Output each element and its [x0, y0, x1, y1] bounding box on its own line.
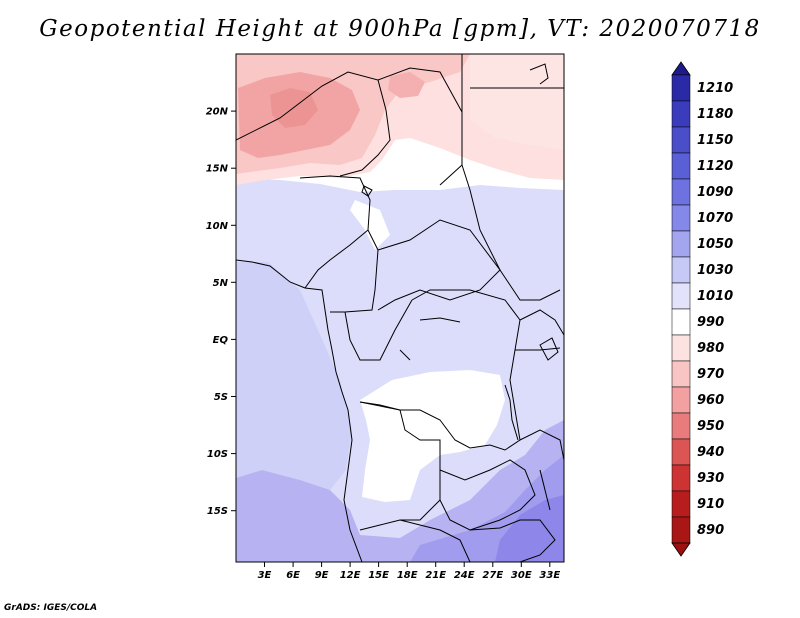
- lon-label-24E: 24E: [454, 570, 475, 581]
- contour-fill-1030-west: [236, 262, 352, 490]
- colorbar-label-890: 890: [697, 523, 724, 538]
- lon-label-30E: 30E: [511, 570, 532, 581]
- border-niger-chad: [377, 67, 463, 186]
- colorbar-label-980: 980: [697, 341, 724, 356]
- colorbar-label-1120: 1120: [697, 159, 733, 174]
- colorbar-seg-12: [671, 386, 691, 414]
- colorbar-seg-5: [671, 204, 691, 232]
- contour-fill-990-central: [360, 370, 505, 502]
- colorbar-label-1180: 1180: [697, 107, 733, 122]
- colorbar-seg-2: [671, 126, 691, 154]
- lat-label-10N: 10N: [206, 221, 229, 232]
- colorbar: 1210 1180 1150 1120 1090 1070 1050 1030 …: [671, 61, 733, 557]
- contour-fill-960-northeast: [388, 72, 425, 98]
- colorbar-label-970: 970: [697, 367, 724, 382]
- lon-axis: 3E 6E 9E 12E 15E 18E 21E 24E 27E 30E 33E: [258, 562, 560, 581]
- lake-victoria: [539, 337, 559, 361]
- colorbar-label-990: 990: [697, 315, 724, 330]
- lon-label-18E: 18E: [397, 570, 418, 581]
- lake-chad: [361, 185, 373, 197]
- nile-coast: [529, 63, 549, 85]
- colorbar-seg-0: [671, 74, 691, 102]
- colorbar-label-1030: 1030: [697, 263, 733, 278]
- lake-malawi: [539, 469, 551, 511]
- colorbar-seg-8: [671, 282, 691, 310]
- colorbar-seg-17: [671, 516, 691, 544]
- map-frame: [235, 53, 565, 563]
- colorbar-label-940: 940: [697, 445, 724, 460]
- border-car: [377, 219, 501, 311]
- colorbar-seg-4: [671, 178, 691, 206]
- border-drc: [359, 289, 521, 451]
- colorbar-seg-3: [671, 152, 691, 180]
- lon-label-21E: 21E: [425, 570, 446, 581]
- lon-label-27E: 27E: [482, 570, 503, 581]
- coastline-west-africa: [236, 259, 363, 562]
- map-panel: [236, 54, 564, 562]
- lat-axis: 20N 15N 10N 5N EQ 5S 10S 15S: [206, 107, 236, 517]
- colorbar-seg-11: [671, 360, 691, 388]
- lat-label-10S: 10S: [207, 449, 228, 460]
- country-borders: [236, 54, 564, 562]
- colorbar-seg-15: [671, 464, 691, 492]
- border-cameroon: [330, 229, 379, 313]
- colorbar-label-1010: 1010: [697, 289, 733, 304]
- colorbar-seg-10: [671, 334, 691, 362]
- lat-label-5N: 5N: [213, 278, 229, 289]
- lat-label-15N: 15N: [206, 164, 229, 175]
- lon-label-33E: 33E: [539, 570, 560, 581]
- grads-credit: GrADS: IGES/COLA: [4, 603, 98, 613]
- colorbar-seg-13: [671, 412, 691, 440]
- lake-tanganyika: [504, 384, 519, 441]
- lat-label-15S: 15S: [207, 506, 228, 517]
- colorbar-seg-7: [671, 256, 691, 284]
- lat-label-5S: 5S: [214, 392, 228, 403]
- colorbar-seg-1: [671, 100, 691, 128]
- colorbar-seg-9: [671, 308, 691, 336]
- contour-fill-980-upper-right: [470, 54, 564, 150]
- colorbar-label-1090: 1090: [697, 185, 733, 200]
- colorbar-label-1050: 1050: [697, 237, 733, 252]
- lon-label-9E: 9E: [315, 570, 329, 581]
- lon-label-12E: 12E: [340, 570, 361, 581]
- lat-label-20N: 20N: [206, 107, 229, 118]
- border-namibia-botswana: [399, 519, 471, 562]
- lon-label-15E: 15E: [368, 570, 389, 581]
- border-mali-niger: [236, 71, 391, 177]
- colorbar-label-960: 960: [697, 393, 724, 408]
- colorbar-seg-6: [671, 230, 691, 258]
- border-zambia: [439, 459, 536, 531]
- border-congo: [344, 299, 413, 361]
- colorbar-label-1210: 1210: [697, 81, 733, 96]
- lon-label-6E: 6E: [286, 570, 300, 581]
- colorbar-label-1070: 1070: [697, 211, 733, 226]
- colorbar-label-910: 910: [697, 497, 724, 512]
- contour-fill-1090-southeast: [495, 495, 564, 562]
- contour-fill-990-notch: [350, 200, 390, 250]
- border-east-africa: [515, 309, 564, 461]
- colorbar-seg-14: [671, 438, 691, 466]
- colorbar-bottom-arrow: [671, 542, 691, 557]
- river-ubangi: [399, 317, 461, 361]
- colorbar-top-arrow: [671, 61, 691, 76]
- colorbar-seg-16: [671, 490, 691, 518]
- lat-label-EQ: EQ: [213, 335, 229, 346]
- chart-title: Geopotential Height at 900hPa [gpm], VT:…: [39, 16, 761, 42]
- colorbar-label-950: 950: [697, 419, 724, 434]
- border-zimbabwe: [469, 519, 556, 562]
- colorbar-label-930: 930: [697, 471, 724, 486]
- colorbar-label-1150: 1150: [697, 133, 733, 148]
- lon-label-3E: 3E: [258, 570, 272, 581]
